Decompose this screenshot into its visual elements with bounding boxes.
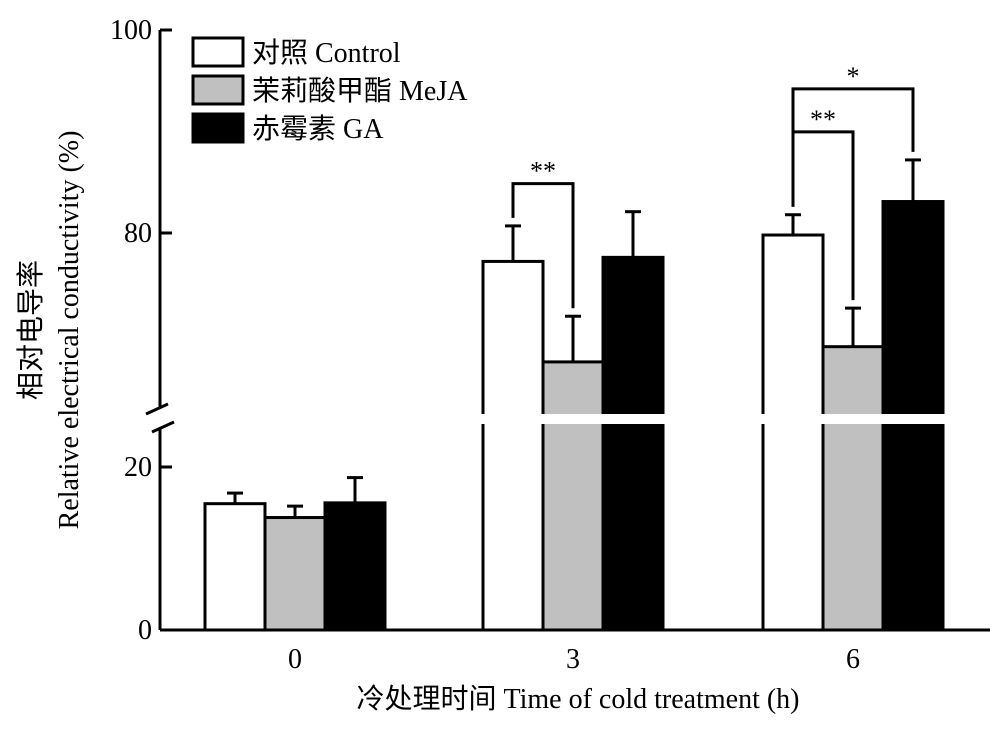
legend-swatch [191,112,245,144]
legend-label: 赤霉素 GA [252,113,384,145]
legend-label: 对照 Control [252,37,401,69]
significance-bracket [511,182,575,309]
legend: 对照 Control 茉莉酸甲酯 MeJA 赤霉素 GA [191,36,468,145]
y-tick-label: 100 [110,15,152,46]
axis-break-gap [400,414,1000,424]
legend-label: 茉莉酸甲酯 MeJA [252,75,468,107]
x-tick-label: 0 [288,644,302,675]
bar [601,255,665,632]
significance-label: ** [530,157,556,186]
axis-break-mark [151,420,175,434]
x-axis-label: 冷处理时间 Time of cold treatment (h) [356,683,799,715]
error-bars-layer [227,158,921,518]
y-axis-label-en: Relative electrical conductivity (%) [54,131,85,530]
legend-swatch [191,74,245,106]
x-tick-label: 6 [846,644,860,675]
bar [323,501,387,632]
y-tick-label: 20 [124,452,152,483]
significance-label: * [847,62,860,91]
significance-bracket [791,87,915,207]
y-tick-label: 0 [138,615,152,646]
bar [761,233,825,632]
bars-layer [203,200,1000,632]
x-tick-label: 3 [566,644,580,675]
bar [541,360,605,632]
significance-label: ** [810,105,836,134]
axis-break-mark [145,402,169,416]
legend-swatch [191,36,245,68]
bar [203,502,267,632]
y-axis-label-cn: 相对电导率 [15,260,47,400]
bar [821,345,885,632]
y-tick-label: 80 [124,218,152,249]
significance-layer: ***** [511,62,915,309]
axes: 0 20 80 100 0 3 6 [110,15,990,675]
bar [481,259,545,632]
bar [263,516,327,632]
